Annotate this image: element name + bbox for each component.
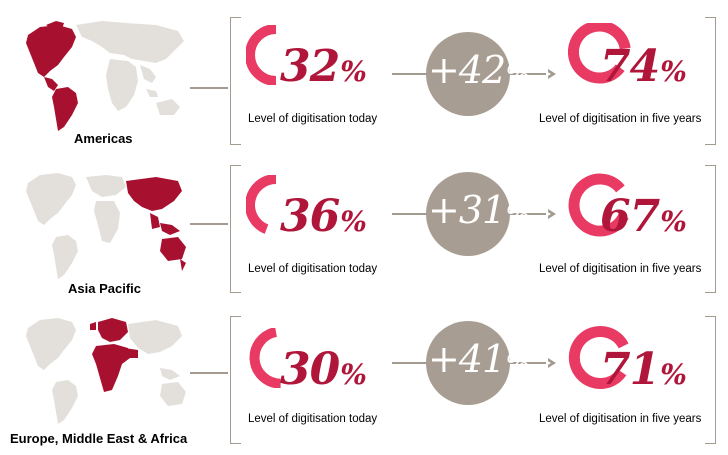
future-percent: 74%: [600, 41, 687, 92]
arrow-head: [546, 209, 556, 219]
bracket: [230, 165, 716, 293]
region-row: Americas 32% Level of digitisation today…: [0, 17, 728, 162]
increase-circle: [426, 172, 510, 256]
today-percent: 36%: [280, 191, 367, 242]
arrow-head: [546, 358, 556, 368]
increase-circle: [426, 32, 510, 116]
connector-line: [190, 223, 228, 225]
today-ring: [249, 328, 281, 388]
region-label: Europe, Middle East & Africa: [10, 431, 188, 446]
future-ring: [568, 173, 629, 237]
today-percent: 32%: [280, 41, 367, 92]
increase-value: +31%: [428, 188, 530, 232]
increase-circle: [426, 321, 510, 405]
future-percent: 67%: [600, 191, 687, 242]
future-ring: [568, 23, 631, 84]
increase-value: +41%: [428, 337, 530, 381]
today-caption: Level of digitisation today: [248, 113, 378, 125]
connector-line: [190, 87, 228, 89]
future-ring: [568, 326, 629, 390]
region-row: Europe, Middle East & Africa 30% Level o…: [0, 310, 728, 455]
increase-value: +42%: [428, 48, 530, 92]
future-percent: 71%: [600, 344, 687, 395]
bracket: [230, 316, 716, 444]
world-map-americas-icon: [26, 21, 184, 131]
future-caption: Level of digitisation in five years: [539, 113, 702, 125]
connector-line: [190, 372, 228, 374]
today-ring: [246, 25, 277, 85]
region-row: Asia Pacific 36% Level of digitisation t…: [0, 165, 728, 310]
future-caption: Level of digitisation in five years: [539, 263, 702, 275]
today-caption: Level of digitisation today: [248, 263, 378, 275]
bracket: [230, 17, 716, 145]
today-ring: [246, 175, 277, 234]
today-caption: Level of digitisation today: [248, 413, 378, 425]
future-caption: Level of digitisation in five years: [539, 413, 702, 425]
world-map-asia-pacific-icon: [26, 173, 186, 279]
region-label: Americas: [74, 131, 133, 146]
today-percent: 30%: [280, 344, 367, 395]
world-map-emea-icon: [26, 318, 186, 424]
arrow-head: [546, 69, 556, 79]
region-label: Asia Pacific: [68, 281, 141, 296]
